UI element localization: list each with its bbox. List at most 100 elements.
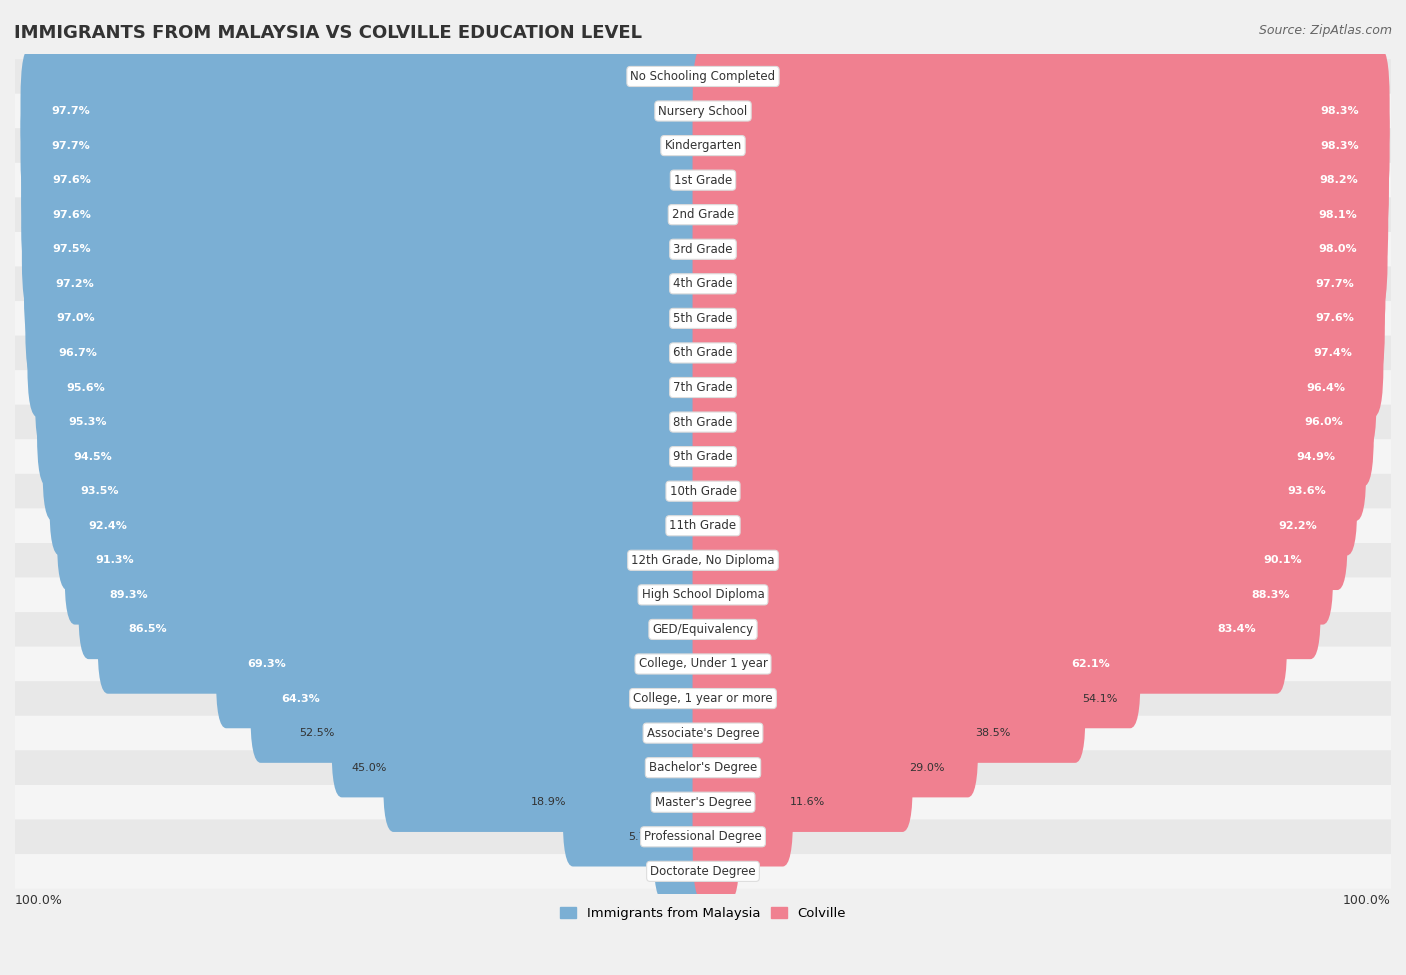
FancyBboxPatch shape xyxy=(21,47,713,176)
Text: 98.3%: 98.3% xyxy=(1320,140,1358,150)
FancyBboxPatch shape xyxy=(693,116,1389,245)
FancyBboxPatch shape xyxy=(58,461,713,590)
Text: 1.9%: 1.9% xyxy=(723,71,751,82)
Text: No Schooling Completed: No Schooling Completed xyxy=(630,70,776,83)
Text: 97.6%: 97.6% xyxy=(52,210,91,219)
FancyBboxPatch shape xyxy=(693,530,1320,659)
Text: 3rd Grade: 3rd Grade xyxy=(673,243,733,255)
FancyBboxPatch shape xyxy=(693,81,1389,210)
Text: 97.4%: 97.4% xyxy=(1313,348,1353,358)
Text: Professional Degree: Professional Degree xyxy=(644,831,762,843)
FancyBboxPatch shape xyxy=(382,703,713,832)
FancyBboxPatch shape xyxy=(693,289,1384,417)
FancyBboxPatch shape xyxy=(654,772,713,901)
FancyBboxPatch shape xyxy=(332,669,713,798)
FancyBboxPatch shape xyxy=(15,163,1391,197)
Text: 98.1%: 98.1% xyxy=(1319,210,1357,219)
Text: 97.2%: 97.2% xyxy=(55,279,94,289)
FancyBboxPatch shape xyxy=(15,646,1391,682)
FancyBboxPatch shape xyxy=(693,496,1333,625)
Text: 97.6%: 97.6% xyxy=(52,176,91,185)
FancyBboxPatch shape xyxy=(37,358,713,487)
Text: 97.7%: 97.7% xyxy=(52,140,90,150)
FancyBboxPatch shape xyxy=(693,219,1385,348)
Text: 97.0%: 97.0% xyxy=(56,313,96,324)
Text: 11th Grade: 11th Grade xyxy=(669,520,737,532)
Text: 11.6%: 11.6% xyxy=(790,798,825,807)
Text: 89.3%: 89.3% xyxy=(110,590,148,600)
FancyBboxPatch shape xyxy=(15,577,1391,612)
FancyBboxPatch shape xyxy=(15,335,1391,370)
Text: 97.5%: 97.5% xyxy=(53,245,91,254)
Text: 10th Grade: 10th Grade xyxy=(669,485,737,497)
FancyBboxPatch shape xyxy=(693,566,1286,693)
Text: 62.1%: 62.1% xyxy=(1071,659,1109,669)
FancyBboxPatch shape xyxy=(15,785,1391,820)
FancyBboxPatch shape xyxy=(693,461,1348,590)
FancyBboxPatch shape xyxy=(15,716,1391,751)
FancyBboxPatch shape xyxy=(24,219,713,348)
FancyBboxPatch shape xyxy=(693,635,1085,762)
Text: 8th Grade: 8th Grade xyxy=(673,415,733,429)
Legend: Immigrants from Malaysia, Colville: Immigrants from Malaysia, Colville xyxy=(555,902,851,925)
FancyBboxPatch shape xyxy=(693,392,1367,521)
Text: 96.0%: 96.0% xyxy=(1305,417,1343,427)
Text: 94.9%: 94.9% xyxy=(1296,451,1336,461)
Text: 95.6%: 95.6% xyxy=(66,382,104,393)
FancyBboxPatch shape xyxy=(97,566,713,693)
Text: 96.7%: 96.7% xyxy=(58,348,97,358)
FancyBboxPatch shape xyxy=(15,474,1391,509)
Text: 94.5%: 94.5% xyxy=(73,451,112,461)
Text: 45.0%: 45.0% xyxy=(352,762,387,772)
FancyBboxPatch shape xyxy=(15,440,1391,474)
FancyBboxPatch shape xyxy=(217,600,713,728)
Text: 93.6%: 93.6% xyxy=(1288,487,1326,496)
FancyBboxPatch shape xyxy=(15,266,1391,301)
FancyBboxPatch shape xyxy=(15,509,1391,543)
FancyBboxPatch shape xyxy=(250,635,713,762)
FancyBboxPatch shape xyxy=(15,405,1391,440)
FancyBboxPatch shape xyxy=(693,254,1385,382)
Text: 2.6%: 2.6% xyxy=(650,867,678,877)
FancyBboxPatch shape xyxy=(15,682,1391,716)
Text: GED/Equivalency: GED/Equivalency xyxy=(652,623,754,636)
FancyBboxPatch shape xyxy=(700,47,720,106)
Text: 4th Grade: 4th Grade xyxy=(673,277,733,291)
Text: 98.3%: 98.3% xyxy=(1320,106,1358,116)
FancyBboxPatch shape xyxy=(700,841,717,901)
Text: Source: ZipAtlas.com: Source: ZipAtlas.com xyxy=(1258,24,1392,37)
Text: 88.3%: 88.3% xyxy=(1251,590,1289,600)
FancyBboxPatch shape xyxy=(693,738,793,867)
Text: 92.4%: 92.4% xyxy=(89,521,127,530)
FancyBboxPatch shape xyxy=(693,600,1140,728)
Text: 100.0%: 100.0% xyxy=(1343,894,1391,907)
Text: 92.2%: 92.2% xyxy=(1278,521,1316,530)
Text: 95.3%: 95.3% xyxy=(67,417,107,427)
FancyBboxPatch shape xyxy=(21,150,713,279)
Text: 100.0%: 100.0% xyxy=(15,894,63,907)
FancyBboxPatch shape xyxy=(15,59,1391,94)
FancyBboxPatch shape xyxy=(15,751,1391,785)
Text: 9th Grade: 9th Grade xyxy=(673,450,733,463)
FancyBboxPatch shape xyxy=(682,841,706,901)
FancyBboxPatch shape xyxy=(15,94,1391,129)
FancyBboxPatch shape xyxy=(693,703,912,832)
Text: 1.6%: 1.6% xyxy=(721,867,749,877)
Text: 6th Grade: 6th Grade xyxy=(673,346,733,360)
FancyBboxPatch shape xyxy=(683,47,706,106)
Text: Bachelor's Degree: Bachelor's Degree xyxy=(650,761,756,774)
FancyBboxPatch shape xyxy=(27,289,713,417)
FancyBboxPatch shape xyxy=(693,185,1388,314)
Text: IMMIGRANTS FROM MALAYSIA VS COLVILLE EDUCATION LEVEL: IMMIGRANTS FROM MALAYSIA VS COLVILLE EDU… xyxy=(14,24,643,42)
Text: College, 1 year or more: College, 1 year or more xyxy=(633,692,773,705)
FancyBboxPatch shape xyxy=(693,324,1376,451)
FancyBboxPatch shape xyxy=(21,116,713,245)
Text: 7th Grade: 7th Grade xyxy=(673,381,733,394)
Text: 3.8%: 3.8% xyxy=(735,832,765,841)
FancyBboxPatch shape xyxy=(79,530,713,659)
Text: 69.3%: 69.3% xyxy=(247,659,285,669)
FancyBboxPatch shape xyxy=(22,185,713,314)
Text: 93.5%: 93.5% xyxy=(80,487,120,496)
Text: College, Under 1 year: College, Under 1 year xyxy=(638,657,768,671)
Text: 96.4%: 96.4% xyxy=(1306,382,1346,393)
